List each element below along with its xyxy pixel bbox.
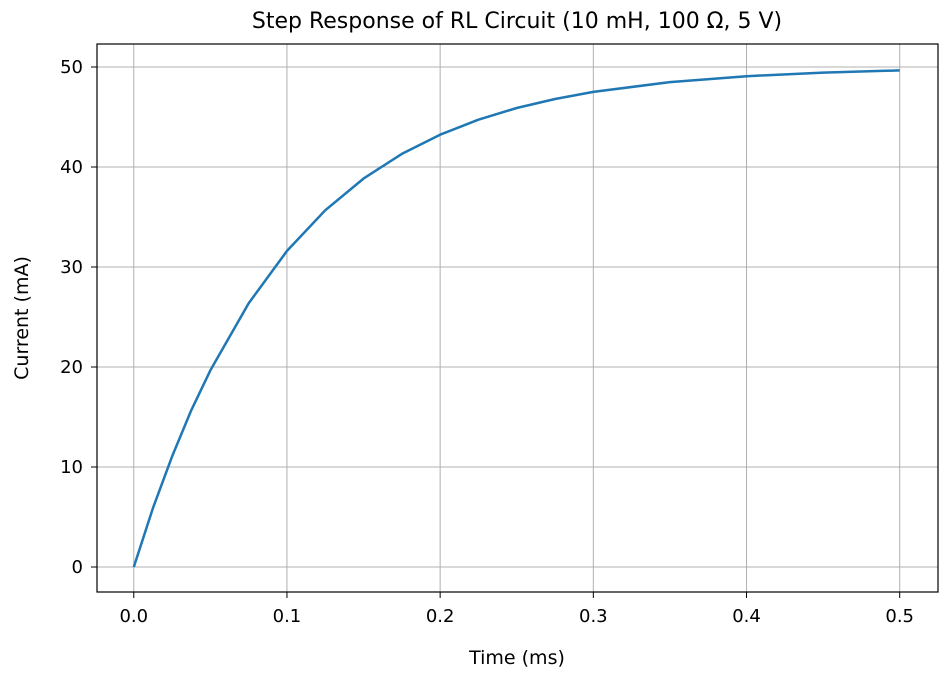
x-tick-label: 0.3 bbox=[579, 606, 608, 627]
y-tick-label: 40 bbox=[60, 157, 83, 178]
x-tick-label: 0.4 bbox=[732, 606, 761, 627]
x-axis-label: Time (ms) bbox=[468, 647, 565, 669]
y-tick-label: 10 bbox=[60, 457, 83, 478]
current-line bbox=[132, 69, 900, 568]
y-axis-label: Current (mA) bbox=[11, 256, 33, 380]
x-tick-label: 0.5 bbox=[885, 606, 914, 627]
ticks: 0.0 0.1 0.2 0.3 0.4 0.5 0 10 20 30 40 50 bbox=[60, 57, 914, 627]
x-tick-label: 0.1 bbox=[273, 606, 302, 627]
y-tick-label: 50 bbox=[60, 57, 83, 78]
y-tick-label: 0 bbox=[72, 557, 83, 578]
grid bbox=[97, 44, 938, 592]
chart-title: Step Response of RL Circuit (10 mH, 100 … bbox=[252, 9, 782, 34]
x-tick-label: 0.0 bbox=[119, 606, 148, 627]
y-tick-label: 20 bbox=[60, 357, 83, 378]
y-tick-label: 30 bbox=[60, 257, 83, 278]
series bbox=[132, 69, 900, 568]
plot-frame bbox=[96, 43, 939, 593]
x-tick-label: 0.2 bbox=[426, 606, 455, 627]
